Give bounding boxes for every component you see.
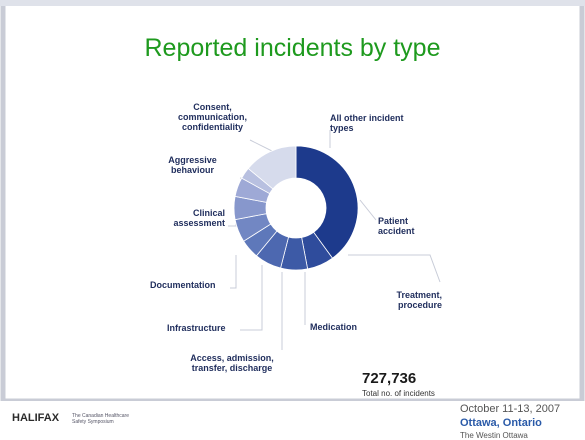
segment-label: Consent, communication, confidentiality — [177, 102, 247, 132]
segment-label: Patient accident — [378, 216, 415, 236]
segment-label: Clinical assessment — [173, 208, 225, 228]
segment-label: Aggressive behaviour — [168, 155, 217, 175]
chart-title: Reported incidents by type — [144, 34, 441, 62]
total-label: Total no. of incidents — [362, 389, 435, 398]
donut-segment — [295, 145, 359, 259]
event-dates: October 11-13, 2007 — [460, 403, 561, 415]
event-city: Ottawa, Ontario — [460, 417, 542, 429]
footer-band — [0, 401, 585, 440]
segment-label: Documentation — [150, 280, 216, 290]
segment-label: All other incident types — [330, 113, 404, 133]
segment-label: Infrastructure — [167, 323, 226, 333]
segment-label: Medication — [310, 322, 358, 332]
top-strip — [0, 0, 585, 6]
leader-lines — [228, 130, 441, 350]
segment-label: Treatment, procedure — [396, 290, 442, 310]
total-value: 727,736 — [362, 370, 417, 387]
logo: HALIFAX — [12, 412, 60, 424]
event-venue: The Westin Ottawa — [460, 431, 528, 440]
donut-segment — [247, 145, 297, 190]
segment-label: Access, admission, transfer, discharge — [190, 353, 274, 373]
logo-tagline: The Canadian Healthcare Safety Symposium — [72, 413, 129, 425]
